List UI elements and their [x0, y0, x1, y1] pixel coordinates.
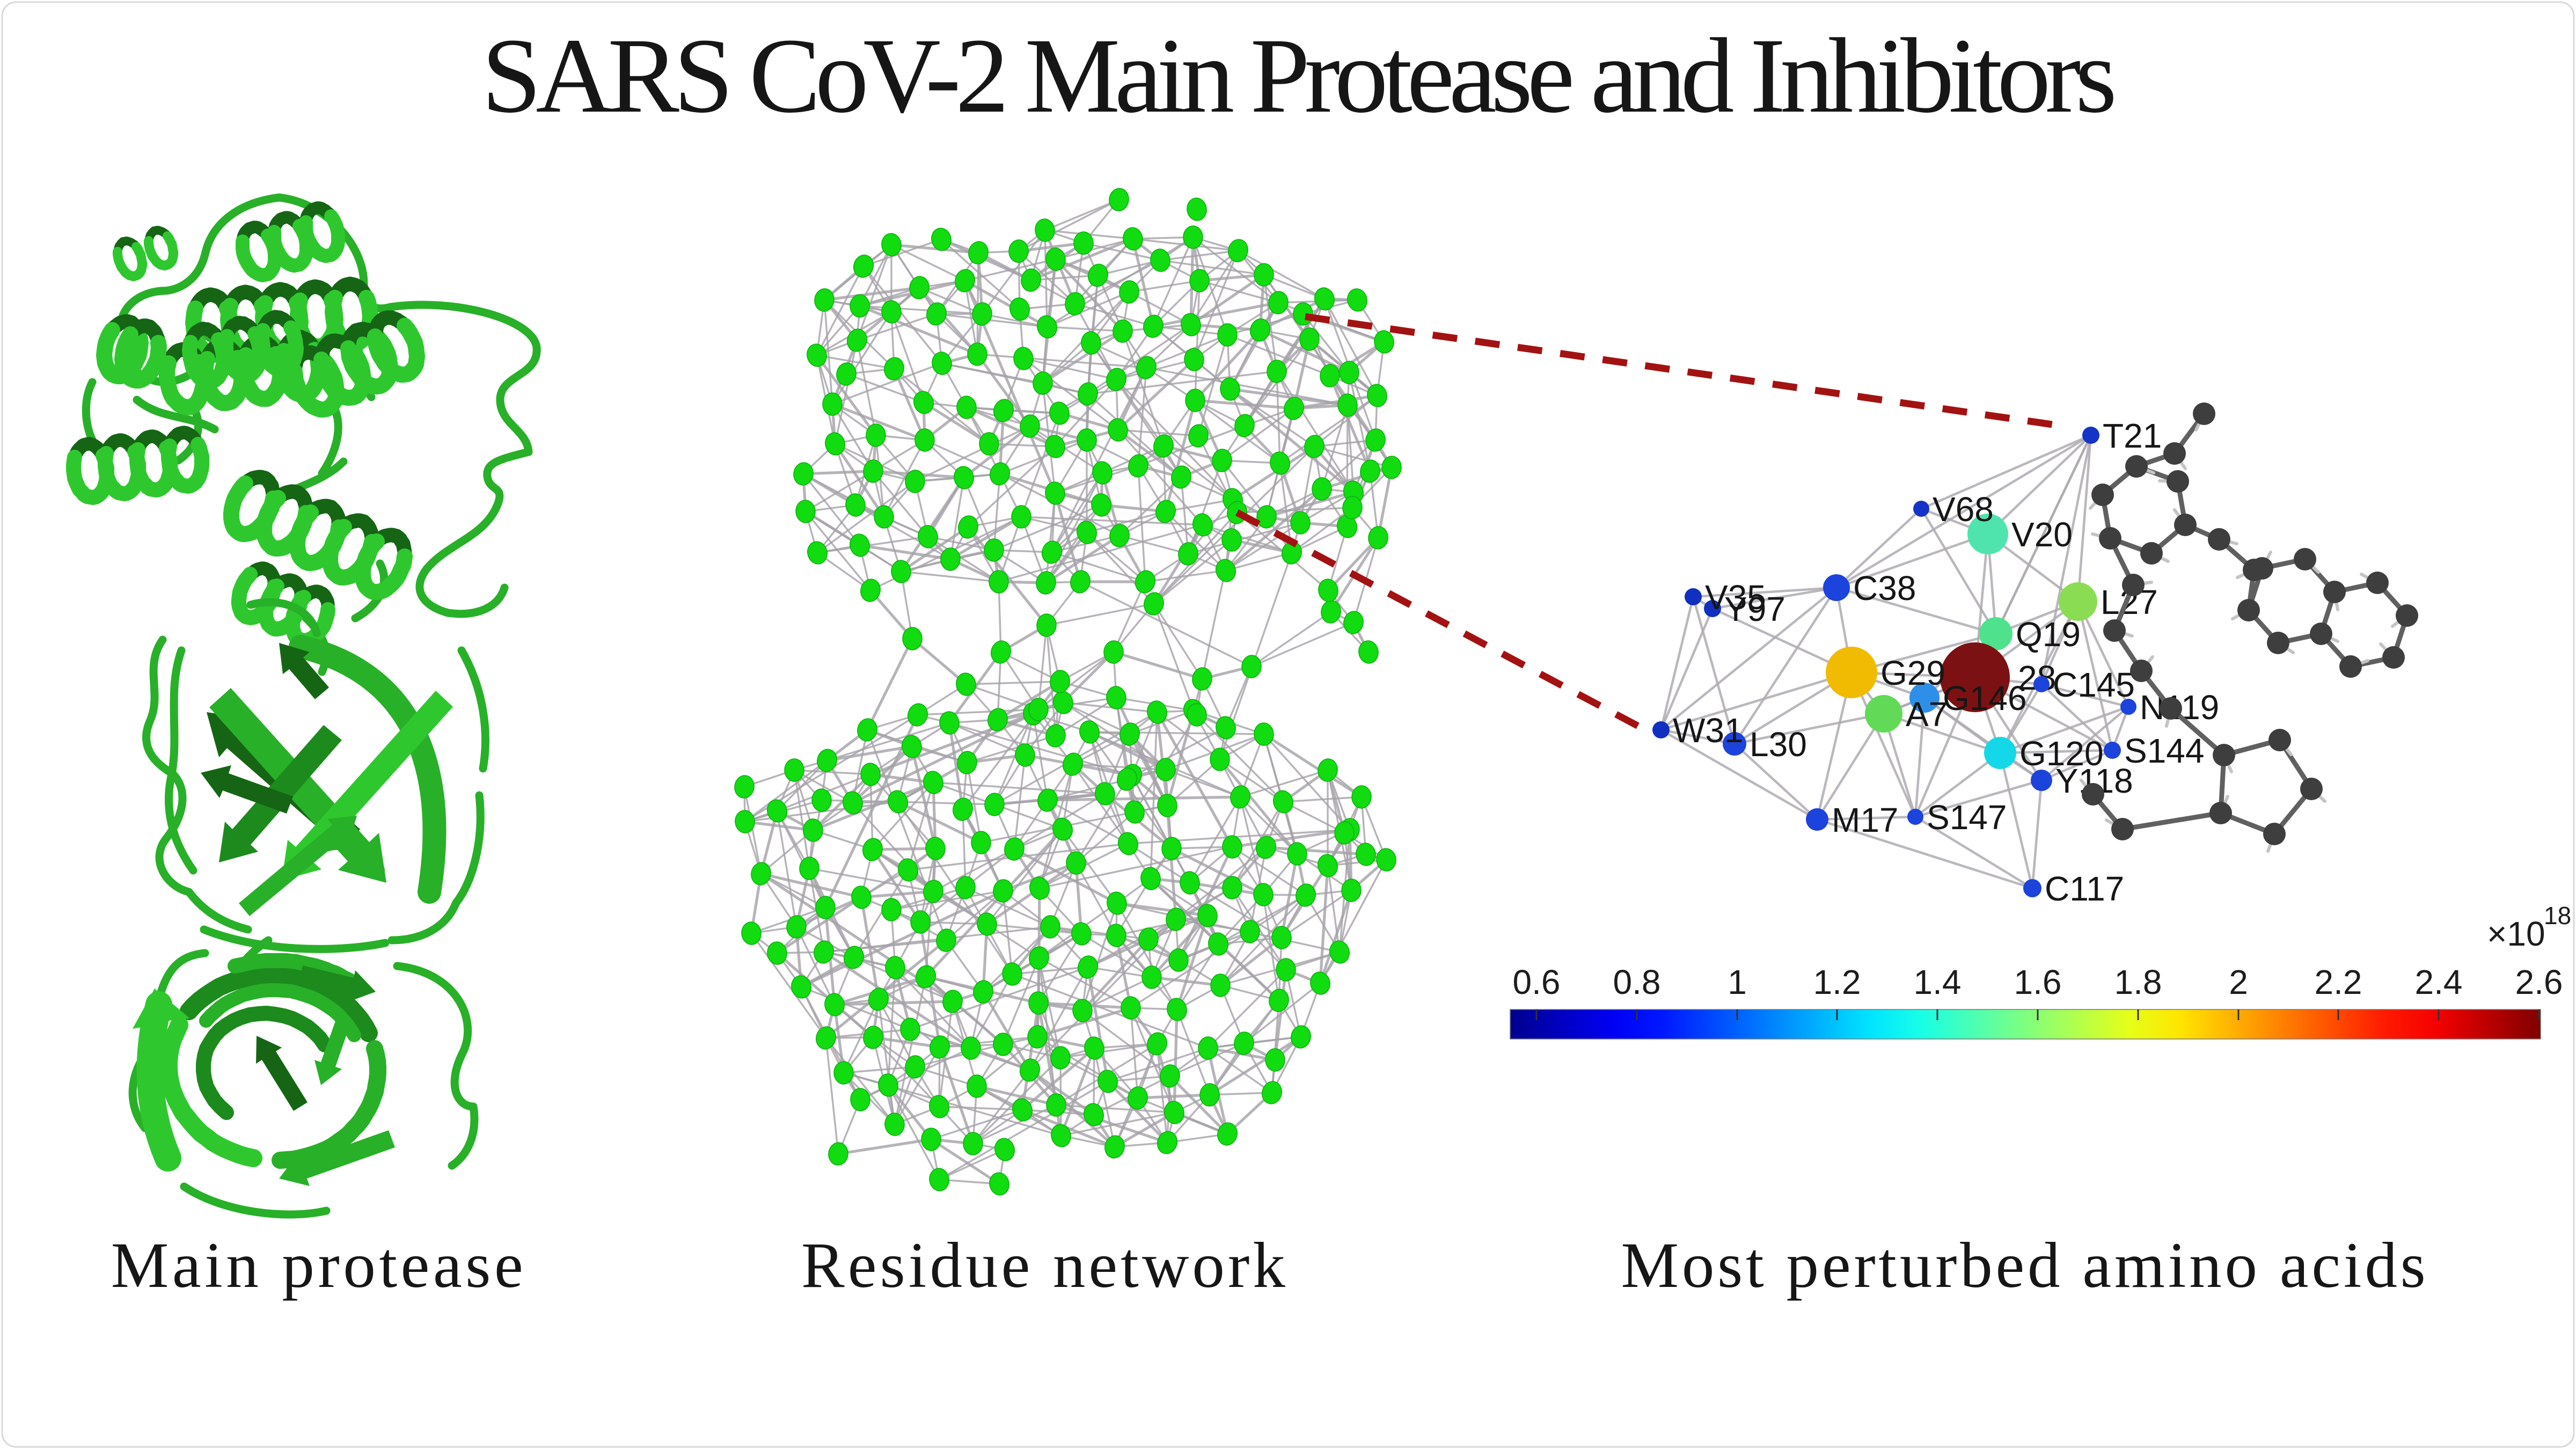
- svg-text:V20: V20: [2011, 515, 2073, 554]
- svg-text:W31: W31: [1673, 711, 1744, 750]
- svg-text:G146: G146: [1943, 679, 2027, 718]
- svg-text:1.4: 1.4: [1914, 963, 1962, 1001]
- svg-text:G120: G120: [2019, 734, 2104, 773]
- svg-text:Main protease: Main protease: [111, 1230, 527, 1301]
- svg-text:1.2: 1.2: [1813, 963, 1861, 1001]
- svg-text:2.4: 2.4: [2415, 963, 2463, 1001]
- svg-text:A7: A7: [1906, 695, 1948, 734]
- svg-text:C145: C145: [2053, 665, 2135, 704]
- svg-text:2: 2: [2229, 963, 2248, 1001]
- svg-text:S147: S147: [1927, 798, 2007, 837]
- svg-text:S144: S144: [2124, 731, 2204, 770]
- svg-text:18: 18: [2544, 902, 2571, 930]
- svg-text:1: 1: [1728, 963, 1747, 1001]
- svg-text:×10: ×10: [2487, 914, 2545, 953]
- svg-text:1.8: 1.8: [2114, 963, 2162, 1001]
- svg-text:L30: L30: [1750, 725, 1807, 764]
- svg-text:C38: C38: [1853, 569, 1916, 608]
- svg-text:2.6: 2.6: [2515, 963, 2563, 1001]
- svg-text:Residue network: Residue network: [801, 1230, 1289, 1301]
- svg-text:G29: G29: [1880, 654, 1945, 692]
- svg-text:1.6: 1.6: [2014, 963, 2062, 1001]
- svg-text:C117: C117: [2045, 869, 2124, 908]
- svg-text:0.6: 0.6: [1513, 963, 1561, 1001]
- svg-text:Most perturbed amino acids: Most perturbed amino acids: [1621, 1230, 2428, 1301]
- svg-text:V35: V35: [1705, 578, 1766, 617]
- svg-text:Y97: Y97: [1724, 590, 1785, 628]
- svg-text:V68: V68: [1933, 490, 1994, 529]
- svg-text:T21: T21: [2103, 416, 2162, 455]
- svg-text:0.8: 0.8: [1613, 963, 1661, 1001]
- svg-text:Q19: Q19: [2016, 615, 2081, 654]
- svg-text:2.2: 2.2: [2315, 963, 2362, 1001]
- svg-text:SARS CoV-2 Main Protease and I: SARS CoV-2 Main Protease and Inhibitors: [482, 17, 2114, 135]
- svg-text:M17: M17: [1832, 801, 1899, 839]
